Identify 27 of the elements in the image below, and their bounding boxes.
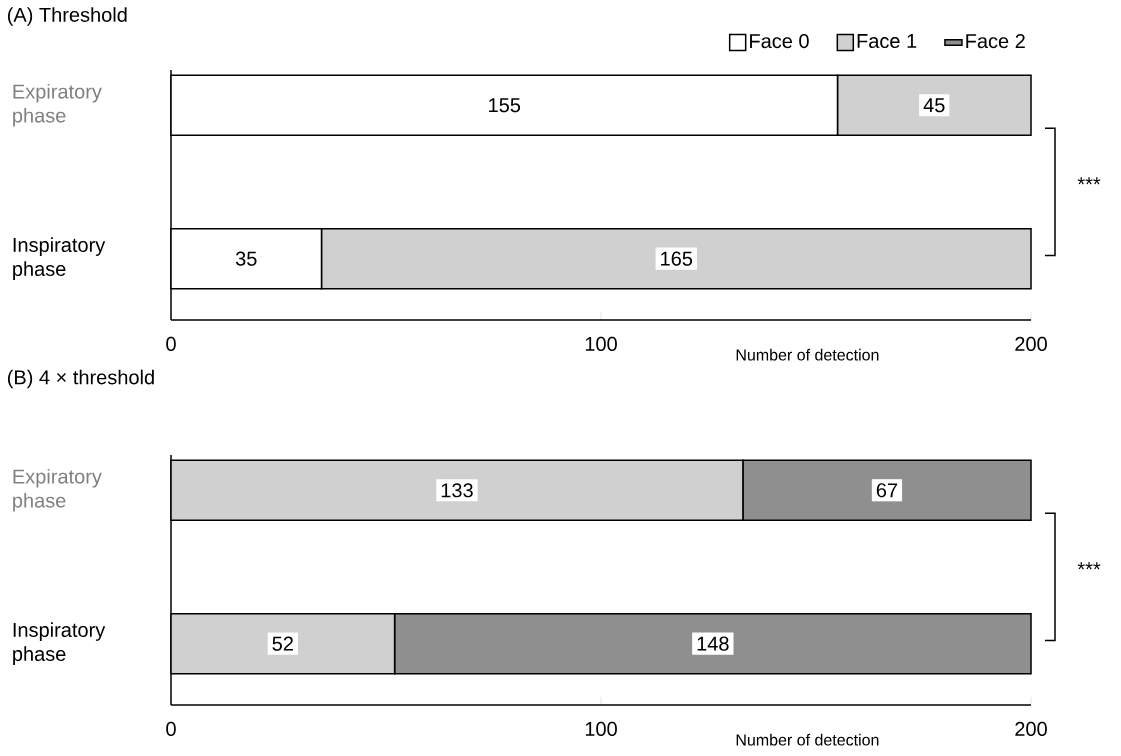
text: ***	[1077, 562, 1101, 570]
y-tick-label: Expiratory phase	[13, 83, 102, 127]
data-label: 155	[489, 98, 521, 113]
y-tick-label: Inspiratory phase	[13, 237, 106, 280]
data-label: 148	[697, 636, 729, 651]
data-label: 45	[923, 98, 945, 113]
x-tick-label: 200	[1015, 336, 1047, 352]
legend-label: Face 1	[857, 34, 917, 49]
data-label: 67	[876, 483, 898, 498]
chart-title: (B) 4 × threshold	[7, 369, 154, 389]
x-axis-title: Number of detection	[736, 348, 879, 361]
x-tick-label: 100	[585, 721, 617, 737]
data-label: 165	[661, 251, 693, 266]
data-label: 133	[441, 483, 473, 498]
x-tick-label: 0	[166, 336, 176, 352]
data-label: 52	[272, 636, 293, 651]
x-tick-label: 0	[166, 721, 176, 737]
y-tick-label: Inspiratory phase	[13, 622, 106, 665]
y-tick-label: Expiratory phase	[13, 468, 102, 512]
legend-label: Face 2	[966, 34, 1025, 49]
text: ***	[1077, 177, 1101, 185]
chart-title: (A) Threshold	[7, 7, 127, 26]
data-label: 35	[235, 251, 257, 266]
x-tick-label: 100	[585, 336, 617, 352]
x-axis-title: Number of detection	[736, 733, 879, 746]
x-tick-label: 200	[1015, 721, 1047, 737]
legend-label: Face 0	[750, 34, 809, 49]
